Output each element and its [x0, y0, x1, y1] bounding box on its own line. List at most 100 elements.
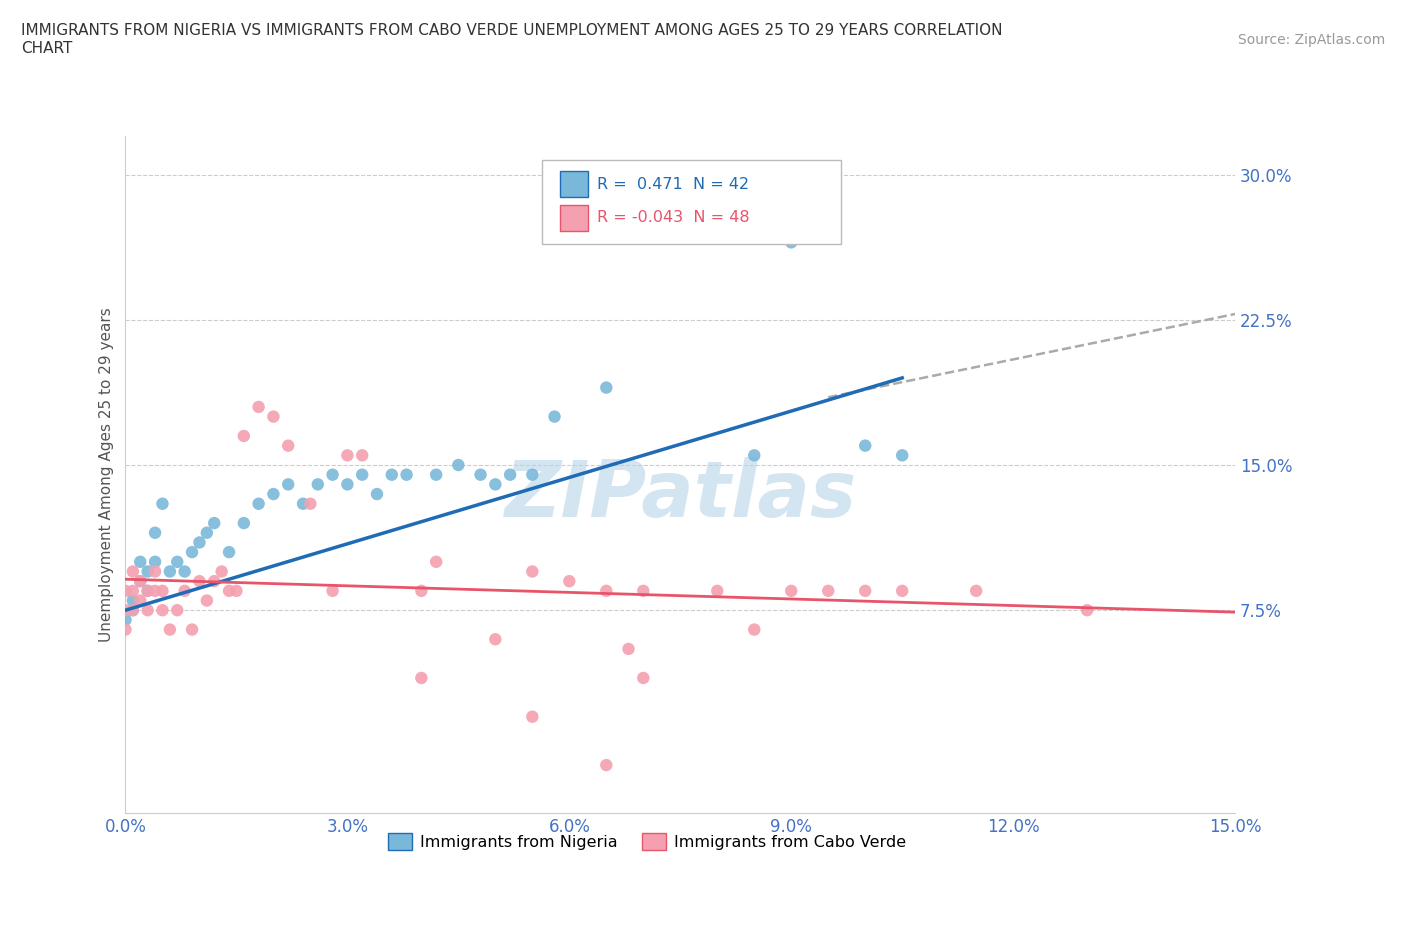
Text: R =  0.471  N = 42: R = 0.471 N = 42 [598, 177, 749, 192]
Point [202, 515, 225, 530]
Legend: Immigrants from Nigeria, Immigrants from Cabo Verde: Immigrants from Nigeria, Immigrants from… [382, 827, 912, 857]
Point [891, 448, 914, 463]
Point [522, 565, 544, 579]
Point [595, 380, 617, 395]
Point [366, 486, 388, 501]
Point [195, 593, 218, 608]
Point [166, 554, 188, 569]
Point [218, 545, 240, 560]
Point [277, 477, 299, 492]
Point [166, 603, 188, 618]
Point [136, 583, 159, 598]
Point [595, 758, 617, 773]
Point [152, 583, 174, 598]
Point [262, 409, 284, 424]
Point [395, 467, 418, 482]
Point [470, 467, 492, 482]
Point [742, 622, 765, 637]
Point [159, 622, 181, 637]
Point [411, 583, 433, 598]
Point [484, 631, 506, 646]
Point [143, 583, 166, 598]
Point [817, 583, 839, 598]
Point [299, 497, 322, 512]
Point [484, 477, 506, 492]
Point [522, 710, 544, 724]
Point [706, 583, 728, 598]
Point [232, 429, 254, 444]
Point [381, 467, 404, 482]
Point [780, 583, 803, 598]
Point [218, 583, 240, 598]
Point [122, 583, 145, 598]
Point [965, 583, 987, 598]
Point [152, 603, 174, 618]
Point [136, 565, 159, 579]
Point [292, 497, 315, 512]
Point [247, 497, 270, 512]
Point [336, 477, 359, 492]
Y-axis label: Unemployment Among Ages 25 to 29 years: Unemployment Among Ages 25 to 29 years [100, 307, 114, 642]
Point [129, 574, 152, 589]
Point [853, 583, 876, 598]
Point [159, 565, 181, 579]
Point [225, 583, 247, 598]
Point [188, 535, 211, 550]
Point [277, 438, 299, 453]
Point [247, 400, 270, 415]
Text: ZIPatlas: ZIPatlas [505, 457, 856, 533]
Text: IMMIGRANTS FROM NIGERIA VS IMMIGRANTS FROM CABO VERDE UNEMPLOYMENT AMONG AGES 25: IMMIGRANTS FROM NIGERIA VS IMMIGRANTS FR… [21, 23, 1002, 56]
Point [173, 583, 195, 598]
Point [114, 583, 136, 598]
Point [129, 593, 152, 608]
Point [195, 525, 218, 540]
Point [411, 671, 433, 685]
Point [143, 525, 166, 540]
Point [173, 565, 195, 579]
Point [122, 565, 145, 579]
Point [143, 554, 166, 569]
Point [202, 574, 225, 589]
Point [322, 467, 344, 482]
Point [232, 515, 254, 530]
Point [262, 486, 284, 501]
Point [136, 603, 159, 618]
Point [447, 458, 470, 472]
Point [499, 467, 522, 482]
Point [742, 448, 765, 463]
Point [122, 603, 145, 618]
Point [114, 613, 136, 628]
Point [425, 554, 447, 569]
FancyBboxPatch shape [541, 160, 841, 245]
Point [211, 565, 233, 579]
Point [1076, 603, 1098, 618]
Point [129, 554, 152, 569]
Point [633, 671, 655, 685]
Point [152, 497, 174, 512]
Point [114, 603, 136, 618]
Point [853, 438, 876, 453]
Bar [561, 205, 588, 231]
Point [425, 467, 447, 482]
Point [558, 574, 581, 589]
Point [322, 583, 344, 598]
Point [352, 448, 374, 463]
Point [336, 448, 359, 463]
Text: Source: ZipAtlas.com: Source: ZipAtlas.com [1237, 33, 1385, 46]
Point [543, 409, 565, 424]
Point [181, 545, 204, 560]
Point [136, 583, 159, 598]
Point [188, 574, 211, 589]
Point [114, 622, 136, 637]
Point [143, 565, 166, 579]
Point [633, 583, 655, 598]
Text: R = -0.043  N = 48: R = -0.043 N = 48 [598, 210, 749, 225]
Point [122, 603, 145, 618]
Point [595, 583, 617, 598]
Point [122, 593, 145, 608]
Point [129, 574, 152, 589]
Bar [561, 171, 588, 197]
Point [617, 642, 640, 657]
Point [307, 477, 329, 492]
Point [352, 467, 374, 482]
